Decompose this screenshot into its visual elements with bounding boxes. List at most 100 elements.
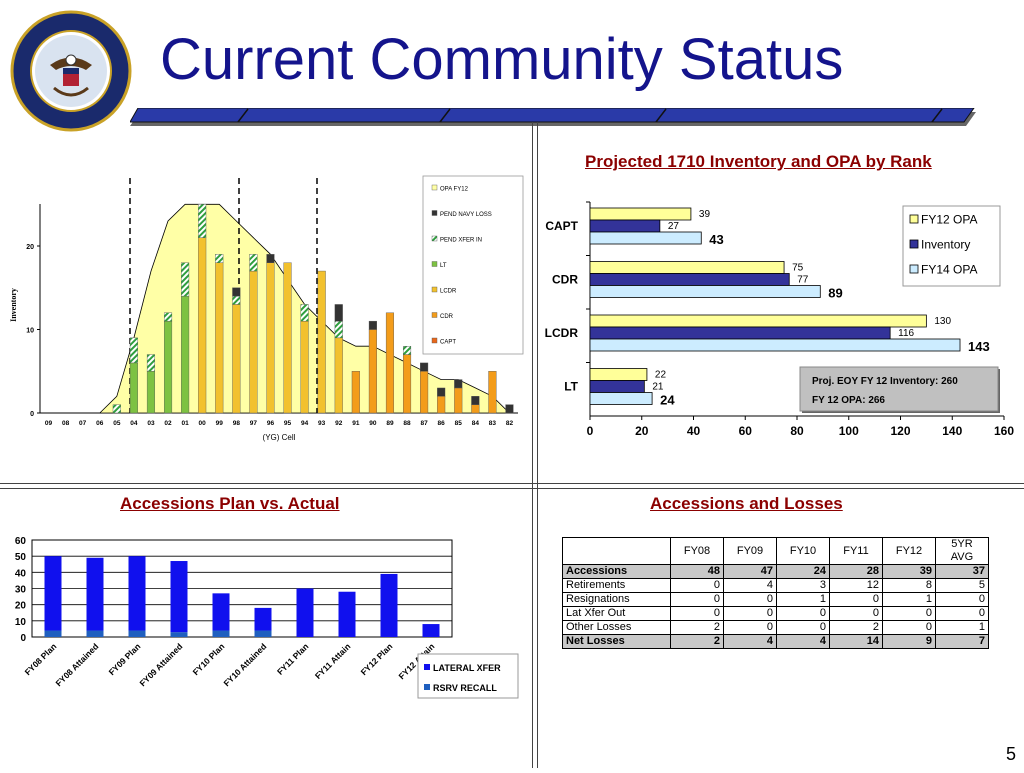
x-tick-label: 02: [164, 420, 172, 427]
opa-bar-fy14-opa: [589, 338, 961, 352]
table-cell: 4: [723, 634, 777, 649]
opa-bar-inventory: [589, 219, 661, 233]
table-cell: 0: [935, 606, 989, 621]
x-tick-label: 09: [45, 420, 53, 427]
x-tick-label: 140: [942, 424, 962, 438]
y-axis-label: Inventory: [9, 288, 18, 322]
x-tick-label: 100: [839, 424, 859, 438]
legend-swatch: [431, 210, 438, 216]
table-cell: 37: [935, 564, 989, 579]
yg-bar-segment-lcdr: [283, 262, 292, 414]
opa-data-label: 24: [660, 393, 675, 408]
row-label: Other Losses: [562, 620, 671, 635]
yg-bar-segment-pend-xfer-in: [112, 404, 121, 414]
legend-swatch: [431, 312, 438, 318]
bar-separator: [655, 108, 667, 123]
table-cell: 7: [935, 634, 989, 649]
yg-bar-segment-pend-xfer-in: [129, 337, 138, 364]
table-header-cell: 5YR AVG: [935, 537, 989, 565]
table-row: Retirements 0 4 3 12 8 5: [562, 578, 989, 593]
table-cell: 24: [776, 564, 830, 579]
x-tick-label: FY09 Plan: [107, 641, 143, 677]
title-underline-bar: [129, 107, 976, 130]
y-tick-label: 20: [15, 601, 27, 612]
table-cell: 4: [776, 634, 830, 649]
yg-bar-segment-lcdr: [266, 262, 275, 414]
yg-bar-segment-pend-xfer-in: [249, 254, 258, 272]
x-tick-label: 85: [455, 420, 463, 427]
table-cell: 2: [829, 620, 883, 635]
y-tick-label: 10: [15, 617, 27, 628]
acc-bar-lateral-xfer: [296, 588, 314, 637]
acc-bar-lateral-xfer: [422, 624, 440, 637]
legend-label: PEND XFER IN: [440, 238, 482, 244]
table-cell: 0: [829, 606, 883, 621]
x-tick-label: 99: [216, 420, 224, 427]
opa-data-label: 130: [934, 316, 951, 327]
accessions-chart-title: Accessions Plan vs. Actual: [120, 494, 340, 513]
y-tick-label: 0: [20, 633, 26, 644]
legend-swatch: [424, 684, 430, 690]
acc-legend-box: [417, 653, 519, 699]
category-label: LCDR: [545, 326, 579, 340]
accessions-table-title: Accessions and Losses: [650, 494, 843, 513]
opa-data-label: 116: [898, 328, 914, 339]
table-row: Net Losses 2 4 4 14 9 7: [562, 634, 989, 649]
yg-bar-segment-lt: [181, 295, 190, 414]
y-tick-label: 30: [15, 585, 27, 596]
acc-bar-rsrv-recall: [170, 632, 188, 637]
opa-data-label: 143: [968, 339, 990, 354]
legend-swatch: [431, 235, 438, 242]
table-row: Lat Xfer Out 0 0 0 0 0 0: [562, 606, 989, 621]
legend-label: LT: [440, 263, 447, 269]
opa-data-label: 27: [668, 221, 680, 232]
legend-swatch: [431, 286, 438, 293]
table-cell: 0: [935, 592, 989, 607]
row-label: Net Losses: [562, 634, 671, 649]
table-cell: 0: [882, 606, 936, 621]
legend-label: OPA FY12: [440, 187, 469, 193]
opa-legend-box: [902, 205, 1001, 287]
row-label: Retirements: [562, 578, 671, 593]
yg-bar-segment-pend-navy-loss: [454, 379, 463, 389]
bar-separator: [237, 108, 249, 123]
acc-legend: LATERAL XFER RSRV RECALL: [417, 653, 519, 699]
page-title: Current Community Status: [160, 27, 844, 92]
yg-bar-segment-pend-xfer-in: [232, 295, 241, 305]
table-cell: 4: [723, 578, 777, 593]
table-cell: 0: [723, 606, 777, 621]
x-tick-label: 40: [687, 424, 701, 438]
yg-bar-segment-pend-xfer-in: [300, 304, 309, 322]
yg-legend-box: [422, 175, 524, 355]
accessions-chart: 0 10 20 30 40 50 60 FY08 Plan FY08 Attained FY09 …: [0, 530, 530, 768]
x-tick-label: 06: [96, 420, 104, 427]
table-cell: 9: [882, 634, 936, 649]
table-header-cell: FY10: [776, 537, 830, 565]
table-cell: 47: [723, 564, 777, 579]
category-label: CDR: [552, 273, 578, 287]
x-tick-label: FY12 Plan: [359, 641, 395, 677]
yg-bar-segment-pend-xfer-in: [198, 204, 207, 238]
yg-bar-segment-pend-xfer-in: [146, 354, 156, 372]
y-tick-label: 40: [15, 568, 27, 579]
x-tick-label: 160: [994, 424, 1014, 438]
opa-bar-inventory: [589, 273, 790, 286]
table-cell: 2: [670, 634, 724, 649]
legend-label: FY12 OPA: [921, 213, 977, 227]
x-tick-label: FY09 Attained: [137, 641, 184, 688]
x-tick-label: 89: [386, 420, 394, 427]
acc-bar-lateral-xfer: [170, 561, 188, 633]
x-tick-label: FY11 Attain: [313, 641, 353, 681]
slide-number: 5: [1005, 744, 1016, 764]
table-cell: 1: [776, 592, 830, 607]
yg-bar-segment-cdr: [351, 371, 360, 414]
table-cell: 14: [829, 634, 883, 649]
table-cell: 0: [723, 620, 777, 635]
opa-bar-inventory: [589, 380, 645, 393]
x-tick-label: 97: [250, 420, 258, 427]
x-axis-label: (YG) Cell: [263, 433, 296, 442]
table-cell: 1: [882, 592, 936, 607]
yg-bar-segment-cdr: [402, 354, 412, 414]
yg-bar-segment-cdr: [385, 312, 395, 414]
x-tick-label: FY08 Plan: [23, 641, 59, 677]
